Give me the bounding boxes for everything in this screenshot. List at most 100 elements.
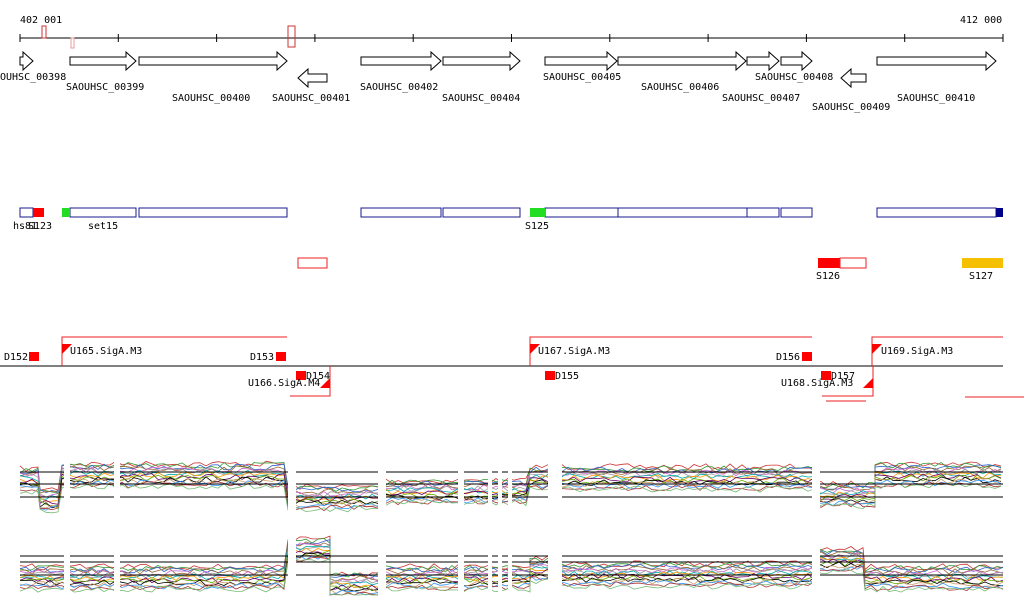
promoter-flag	[872, 344, 882, 354]
promoter-label: D154	[306, 371, 330, 382]
promoter-line	[61, 336, 287, 366]
gene-arrow	[360, 50, 442, 72]
gene-label: SAOUHSC_00404	[442, 93, 520, 104]
promoter-label: D156	[776, 352, 800, 363]
track-gap	[378, 520, 386, 596]
expression-line	[19, 558, 1004, 596]
gene-label: SAOUHSC_00405	[543, 72, 621, 83]
segment-red-outline	[297, 257, 328, 269]
promoter-label: U168.SigA.M3	[781, 378, 853, 389]
segment-label: S123	[28, 221, 52, 232]
segment-box	[138, 207, 288, 218]
promoter-label: U167.SigA.M3	[538, 346, 610, 357]
gene-label: OUHSC_00398	[0, 72, 66, 83]
gene-label: SAOUHSC_00399	[66, 82, 144, 93]
track-gap	[378, 455, 386, 517]
track-gap	[114, 455, 120, 517]
ruler-start: 402 001	[20, 15, 62, 26]
gene-arrow	[544, 50, 618, 72]
track-gap	[458, 455, 464, 517]
segment-red	[818, 258, 840, 268]
expression-line	[19, 542, 1004, 584]
track-gap	[498, 520, 502, 596]
promoter-label: D153	[250, 352, 274, 363]
segment-darkblue	[996, 208, 1003, 217]
expression-line	[19, 549, 1004, 592]
promoter-label: D155	[555, 371, 579, 382]
expression-line	[19, 547, 1004, 589]
expression-tracks	[19, 455, 1004, 596]
ruler-end: 412 000	[960, 15, 1002, 26]
gene-arrow	[138, 50, 288, 72]
promoter-flag	[863, 378, 873, 388]
segment-red	[33, 208, 44, 217]
promoter-label: U169.SigA.M3	[881, 346, 953, 357]
gene-arrow	[617, 50, 747, 72]
promoter-mark	[545, 371, 555, 380]
gene-arrow	[840, 67, 867, 89]
track-gap	[64, 520, 70, 596]
gene-arrow	[746, 50, 780, 72]
segment-red-outline	[839, 257, 867, 269]
ruler-marker	[287, 25, 296, 48]
segment-label: S126	[816, 271, 840, 282]
promoter-line	[822, 366, 874, 397]
gene-label: SAOUHSC_00408	[755, 72, 833, 83]
segment-green	[530, 208, 545, 217]
promoter-mark	[29, 352, 39, 361]
track-gap	[508, 520, 512, 596]
promoter-flag	[62, 344, 72, 354]
track-gap	[812, 520, 820, 596]
track-gap	[498, 455, 502, 517]
expression-line	[19, 556, 1004, 596]
segment-box	[746, 207, 780, 218]
gene-label: SAOUHSC_00400	[172, 93, 250, 104]
promoter-line	[871, 336, 1003, 366]
promoter-lines	[61, 336, 1024, 402]
promoter-label: D157	[831, 371, 855, 382]
promoter-label: U165.SigA.M3	[70, 346, 142, 357]
track-gap	[488, 520, 492, 596]
gene-arrow	[297, 67, 328, 89]
promoter-mark	[821, 371, 831, 380]
gene-arrow	[69, 50, 137, 72]
ruler-marker	[70, 37, 75, 49]
promoter-flag	[320, 378, 330, 388]
gene-label: SAOUHSC_00410	[897, 93, 975, 104]
track-gap	[548, 455, 562, 517]
promoter-mark	[296, 371, 306, 380]
gene-label: SAOUHSC_00402	[360, 82, 438, 93]
track-gap	[288, 455, 296, 517]
promoter-label: U166.SigA.M4	[248, 378, 320, 389]
gene-label: SAOUHSC_00409	[812, 102, 890, 113]
track-gap	[458, 520, 464, 596]
gene-arrow	[442, 50, 521, 72]
track-gap	[488, 455, 492, 517]
gene-arrow	[19, 50, 34, 72]
segment-label: set15	[88, 221, 118, 232]
track-gap	[508, 455, 512, 517]
promoter-line	[290, 366, 331, 397]
gene-arrow	[780, 50, 813, 72]
segment-green	[62, 208, 70, 217]
gene-label: SAOUHSC_00401	[272, 93, 350, 104]
segment-box	[442, 207, 521, 218]
expression-line	[19, 535, 1004, 577]
segment-box	[360, 207, 442, 218]
segment-yellow	[962, 258, 1003, 268]
segment-label: hs81	[13, 221, 37, 232]
segment-box	[780, 207, 813, 218]
gene-label: SAOUHSC_00407	[722, 93, 800, 104]
promoter-mark	[802, 352, 812, 361]
gene-arrow	[876, 50, 997, 72]
track-gap	[114, 520, 120, 596]
gene-label: SAOUHSC_00406	[641, 82, 719, 93]
promoter-label: D152	[4, 352, 28, 363]
track-gap	[288, 520, 296, 596]
promoter-marks	[29, 344, 882, 388]
track-gap	[548, 520, 562, 596]
ruler-marker	[41, 25, 47, 39]
promoter-line	[529, 336, 812, 366]
